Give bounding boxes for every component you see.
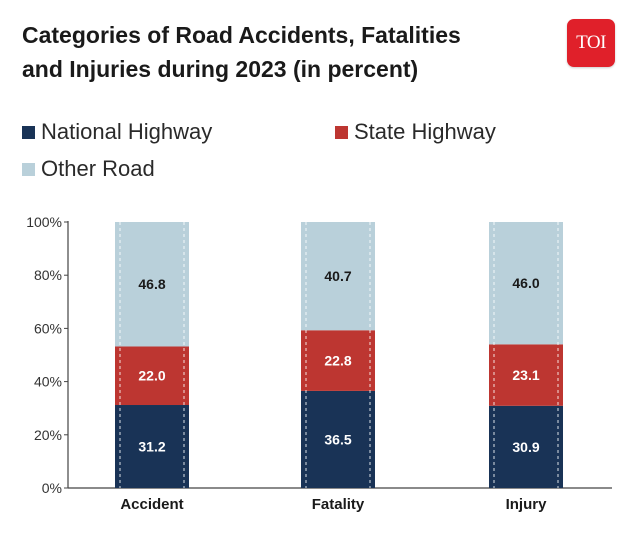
- bar-injury-state-highway: [489, 344, 563, 406]
- y-tick-label: 80%: [34, 267, 62, 283]
- bar-fatality-national-highway: [301, 390, 375, 488]
- bar-fatality-other-road: [301, 222, 375, 331]
- legend-label-national-highway: National Highway: [41, 119, 213, 144]
- data-label-accident-national-highway: 31.2: [138, 439, 165, 455]
- chart-title-line-1: Categories of Road Accidents, Fatalities: [22, 22, 461, 48]
- x-tick-label-accident: Accident: [120, 496, 183, 513]
- legend-item-national-highway: National Highway: [22, 119, 212, 145]
- y-tick-label: 20%: [34, 427, 62, 443]
- chart-title: Categories of Road Accidents, Fatalities…: [22, 18, 542, 86]
- data-label-injury-national-highway: 30.9: [512, 439, 539, 455]
- data-label-accident-state-highway: 22.0: [138, 368, 165, 384]
- data-label-accident-other-road: 46.8: [138, 276, 165, 292]
- legend-label-state-highway: State Highway: [354, 119, 496, 144]
- legend-swatch-other-road: [22, 162, 35, 176]
- bar-injury-other-road: [489, 222, 563, 345]
- toi-logo: TOI: [567, 19, 615, 67]
- data-label-injury-state-highway: 23.1: [512, 367, 539, 383]
- y-tick-label: 60%: [34, 320, 62, 336]
- bar-fatality-state-highway: [301, 330, 375, 391]
- legend-swatch-state-highway: [335, 125, 348, 139]
- x-tick-label-injury: Injury: [506, 496, 547, 513]
- toi-logo-text: TOI: [576, 32, 606, 53]
- legend-item-state-highway: State Highway: [335, 119, 496, 145]
- legend-swatch-national-highway: [22, 125, 35, 139]
- legend-label-other-road: Other Road: [41, 156, 155, 181]
- y-tick-label: 40%: [34, 374, 62, 390]
- bar-accident-other-road: [115, 222, 189, 347]
- bar-layer: [115, 222, 563, 488]
- chart-title-line-2: and Injuries during 2023 (in percent): [22, 56, 419, 82]
- bar-accident-national-highway: [115, 405, 189, 488]
- legend-item-other-road: Other Road: [22, 156, 155, 182]
- x-tick-label-fatality: Fatality: [312, 496, 365, 513]
- data-label-fatality-state-highway: 22.8: [324, 353, 351, 369]
- bar-injury-national-highway: [489, 405, 563, 488]
- data-label-fatality-national-highway: 36.5: [324, 431, 351, 447]
- bar-accident-state-highway: [115, 346, 189, 406]
- y-tick-label: 100%: [26, 214, 62, 230]
- y-tick-label: 0%: [42, 480, 62, 496]
- label-layer: 31.2 22.0 46.8 Accident 36.5 22.8 40.7 Fatality…: [120, 268, 547, 513]
- data-label-fatality-other-road: 40.7: [324, 268, 351, 284]
- data-label-injury-other-road: 46.0: [512, 275, 539, 291]
